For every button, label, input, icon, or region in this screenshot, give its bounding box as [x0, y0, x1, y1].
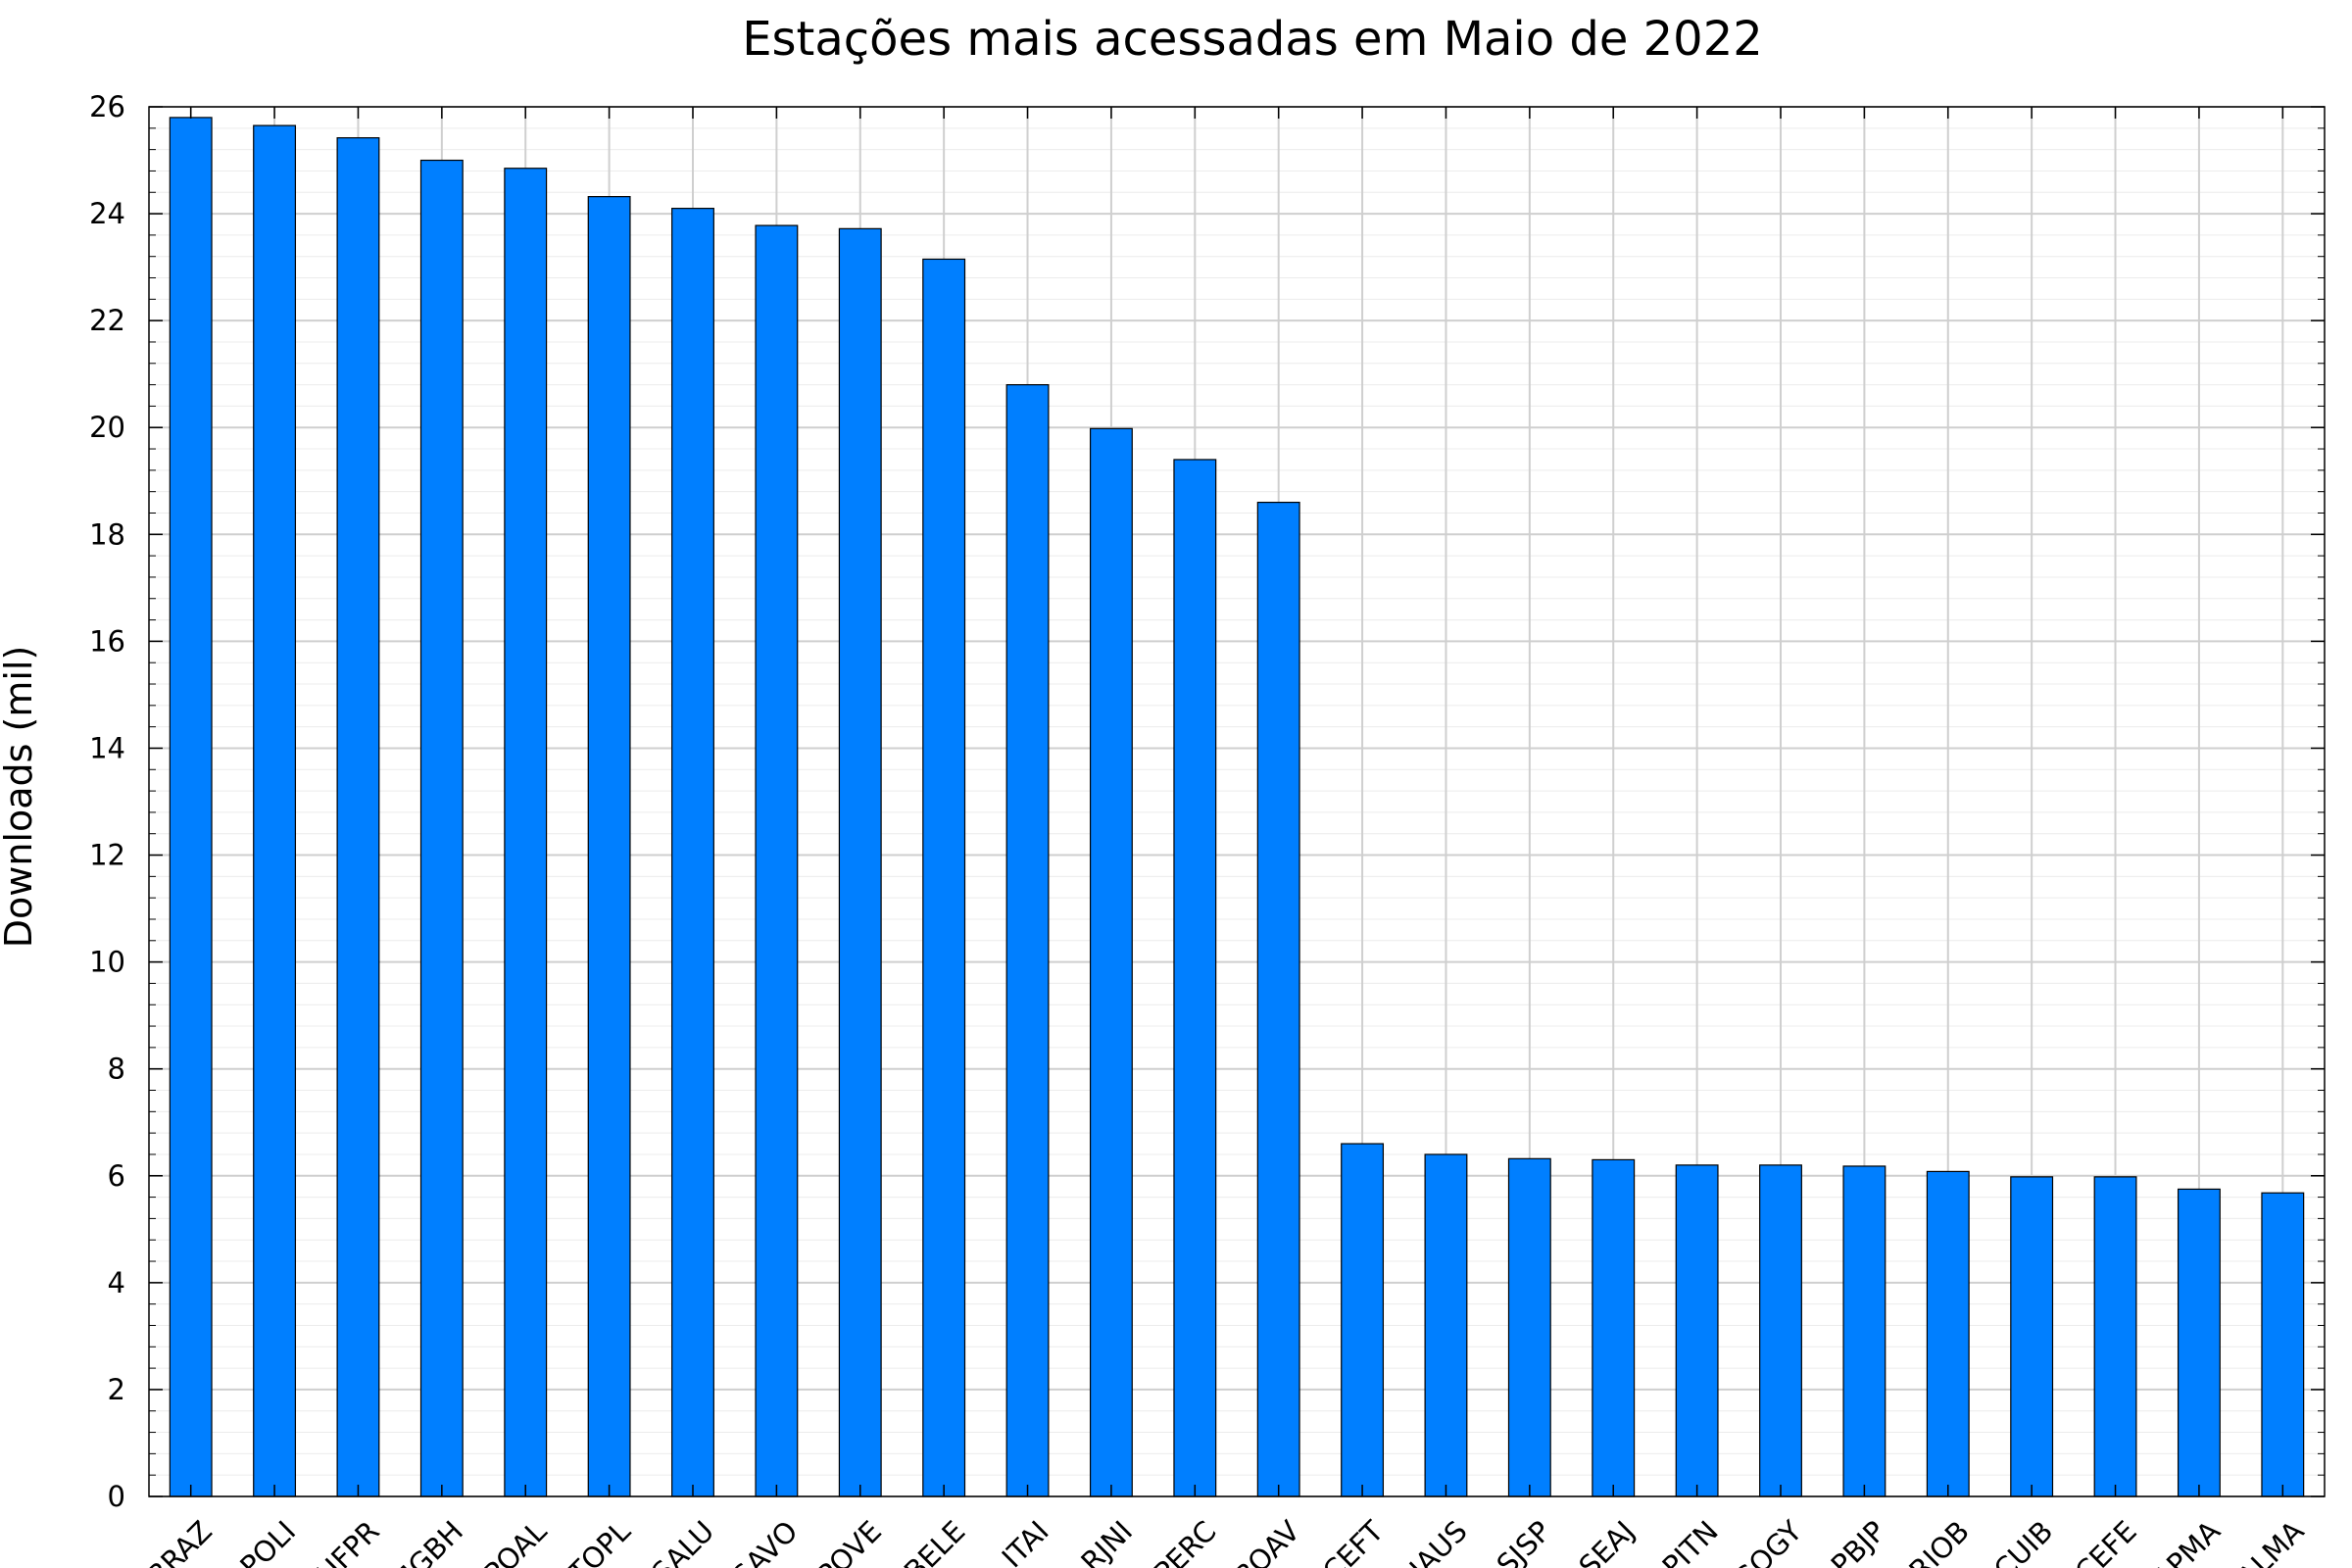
x-tick-label: ITAI	[996, 1514, 1055, 1568]
bar-sjsp	[1507, 1157, 1551, 1497]
bar-pove	[838, 227, 882, 1497]
bar-boav	[1256, 501, 1300, 1497]
x-tick-label: CUIB	[1987, 1514, 2059, 1568]
bar-ceft	[1341, 1143, 1385, 1497]
y-tick-label: 2	[108, 1373, 125, 1406]
x-tick-label: SALU	[645, 1514, 720, 1568]
x-tick-label: SJSP	[1491, 1514, 1557, 1568]
bar-ufpr	[336, 137, 380, 1497]
x-tick-label: PITN	[1656, 1514, 1725, 1568]
bar-braz	[169, 117, 213, 1497]
y-tick-label: 4	[108, 1266, 125, 1299]
x-tick-label: RJNI	[1074, 1514, 1139, 1568]
x-tick-label: POVE	[810, 1514, 888, 1568]
bar-cuib	[2010, 1176, 2054, 1497]
bar-gogy	[1759, 1164, 1802, 1497]
bar-cefe	[2093, 1176, 2137, 1497]
bar-savo	[755, 224, 799, 1497]
plot-frame	[148, 106, 2326, 1497]
bar-perc	[1173, 459, 1217, 1497]
y-axis-label: Downloads (mil)	[0, 646, 40, 949]
x-tick-label: POAL	[477, 1514, 554, 1568]
bar-pbjp	[1842, 1165, 1886, 1497]
x-tick-label: RIOB	[1902, 1514, 1976, 1568]
bars-layer	[169, 117, 2305, 1497]
bar-riob	[1926, 1170, 1970, 1497]
y-tick-label: 10	[89, 946, 125, 979]
x-tick-label: SAVO	[726, 1514, 805, 1568]
bar-apma	[2177, 1188, 2221, 1497]
y-tick-label: 26	[89, 90, 125, 123]
y-tick-label: 14	[89, 731, 125, 764]
bar-pitn	[1675, 1164, 1719, 1497]
x-tick-label: SEAJ	[1572, 1514, 1641, 1568]
x-tick-label: PERC	[1148, 1514, 1223, 1568]
y-tick-label: 12	[89, 839, 125, 872]
bar-naus	[1424, 1153, 1468, 1497]
bar-poal	[504, 168, 548, 1497]
y-tick-label: 6	[108, 1159, 125, 1193]
x-tick-label: BOAV	[1228, 1514, 1306, 1568]
bar-salu	[671, 208, 714, 1497]
x-tick-label: CEFE	[2069, 1514, 2143, 1568]
x-tick-label: POLI	[233, 1514, 302, 1568]
bar-topl	[587, 196, 631, 1497]
y-tick-label: 18	[89, 517, 125, 551]
x-tick-label: APMA	[2146, 1514, 2227, 1568]
x-tick-label: BELE	[898, 1514, 971, 1568]
x-tick-label: BRAZ	[140, 1514, 219, 1568]
y-tick-label: 16	[89, 624, 125, 658]
x-tick-label: PBJP	[1825, 1514, 1892, 1568]
x-tick-label: ALMA	[2230, 1514, 2310, 1568]
x-tick-label: UFPR	[310, 1514, 385, 1568]
bar-poli	[253, 124, 297, 1497]
x-tick-label: GOGY	[1727, 1514, 1809, 1568]
chart-title: Estações mais acessadas em Maio de 2022	[742, 12, 1763, 67]
bar-alma	[2261, 1192, 2305, 1497]
grid-layer	[149, 106, 2325, 1497]
y-tick-label: 0	[108, 1480, 125, 1513]
bar-bele	[922, 258, 966, 1497]
bar-rjni	[1089, 427, 1133, 1497]
x-tick-label: CEFT	[1316, 1514, 1390, 1568]
x-tick-label: TOPL	[562, 1514, 637, 1568]
x-tick-label: NAUS	[1394, 1514, 1473, 1568]
y-tick-label: 8	[108, 1053, 125, 1086]
bar-itai	[1005, 384, 1050, 1497]
y-tick-label: 20	[89, 411, 125, 444]
y-tick-label: 22	[89, 304, 125, 337]
axes-layer	[148, 106, 2326, 1497]
bar-mgbh	[419, 159, 464, 1497]
x-tick-label: MGBH	[384, 1514, 469, 1568]
y-tick-label: 24	[89, 197, 125, 230]
bar-seaj	[1592, 1158, 1636, 1497]
